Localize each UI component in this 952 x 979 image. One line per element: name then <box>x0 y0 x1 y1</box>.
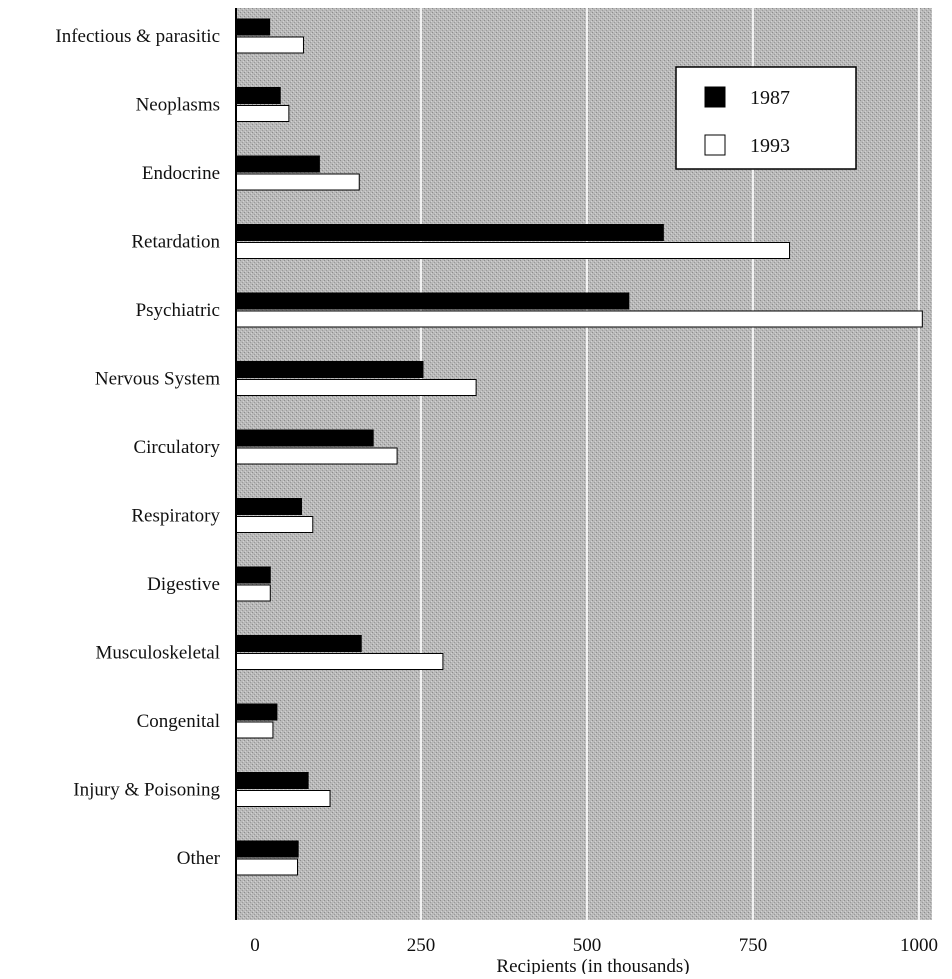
category-label: Circulatory <box>133 437 220 458</box>
bar-1987-8 <box>235 566 271 584</box>
legend-label-1993: 1993 <box>750 135 790 157</box>
bar-1993-8 <box>235 584 271 602</box>
bar-1993-3 <box>235 242 791 259</box>
legend: 1987 1993 <box>675 66 857 170</box>
category-label: Respiratory <box>131 506 220 527</box>
bar-1987-12 <box>235 840 299 858</box>
x-tick-label: 0 <box>250 935 260 956</box>
x-tick-label: 750 <box>739 935 768 956</box>
bar-1993-2 <box>235 173 360 191</box>
bar-1993-11 <box>235 790 331 807</box>
bar-1987-0 <box>235 18 271 36</box>
x-axis-title: Recipients (in thousands) <box>496 956 689 974</box>
bar-1993-4 <box>235 310 923 328</box>
bar-1993-5 <box>235 379 477 396</box>
x-tick-labels: 0 250 500 750 1000 <box>250 935 938 956</box>
category-label: Injury & Poisoning <box>73 780 220 801</box>
legend-label-1987: 1987 <box>750 87 790 109</box>
category-label: Neoplasms <box>136 95 220 116</box>
category-label: Nervous System <box>95 369 220 390</box>
category-label: Endocrine <box>142 163 220 184</box>
bars <box>235 18 923 876</box>
bar-1993-7 <box>235 516 314 533</box>
x-tick-label: 500 <box>573 935 602 956</box>
bar-1993-12 <box>235 858 298 876</box>
bar-1987-5 <box>235 361 424 378</box>
category-label: Infectious & parasitic <box>55 26 220 47</box>
bar-1993-1 <box>235 105 290 122</box>
bar-1987-1 <box>235 87 281 104</box>
bar-1987-6 <box>235 429 374 447</box>
bar-1993-9 <box>235 653 444 670</box>
category-label: Retardation <box>131 232 220 253</box>
category-label: Musculoskeletal <box>95 643 220 664</box>
x-tick-label: 1000 <box>900 935 938 956</box>
bar-1993-0 <box>235 36 304 54</box>
category-label: Other <box>177 848 221 869</box>
bar-1987-3 <box>235 224 664 241</box>
category-label: Digestive <box>147 574 220 595</box>
category-label: Congenital <box>137 711 220 732</box>
legend-swatch-1993 <box>704 134 726 156</box>
bar-1987-2 <box>235 155 320 173</box>
x-tick-label: 250 <box>407 935 436 956</box>
category-labels: Infectious & parasitic Neoplasms Endocrine… <box>55 26 220 869</box>
bar-1993-10 <box>235 721 274 739</box>
bar-1987-4 <box>235 292 630 310</box>
legend-swatch-1987 <box>704 86 726 108</box>
category-label: Psychiatric <box>136 300 220 321</box>
bar-1993-6 <box>235 447 398 465</box>
bar-1987-7 <box>235 498 302 515</box>
bar-1987-10 <box>235 703 278 721</box>
bar-1987-11 <box>235 772 309 789</box>
bar-1987-9 <box>235 635 362 652</box>
